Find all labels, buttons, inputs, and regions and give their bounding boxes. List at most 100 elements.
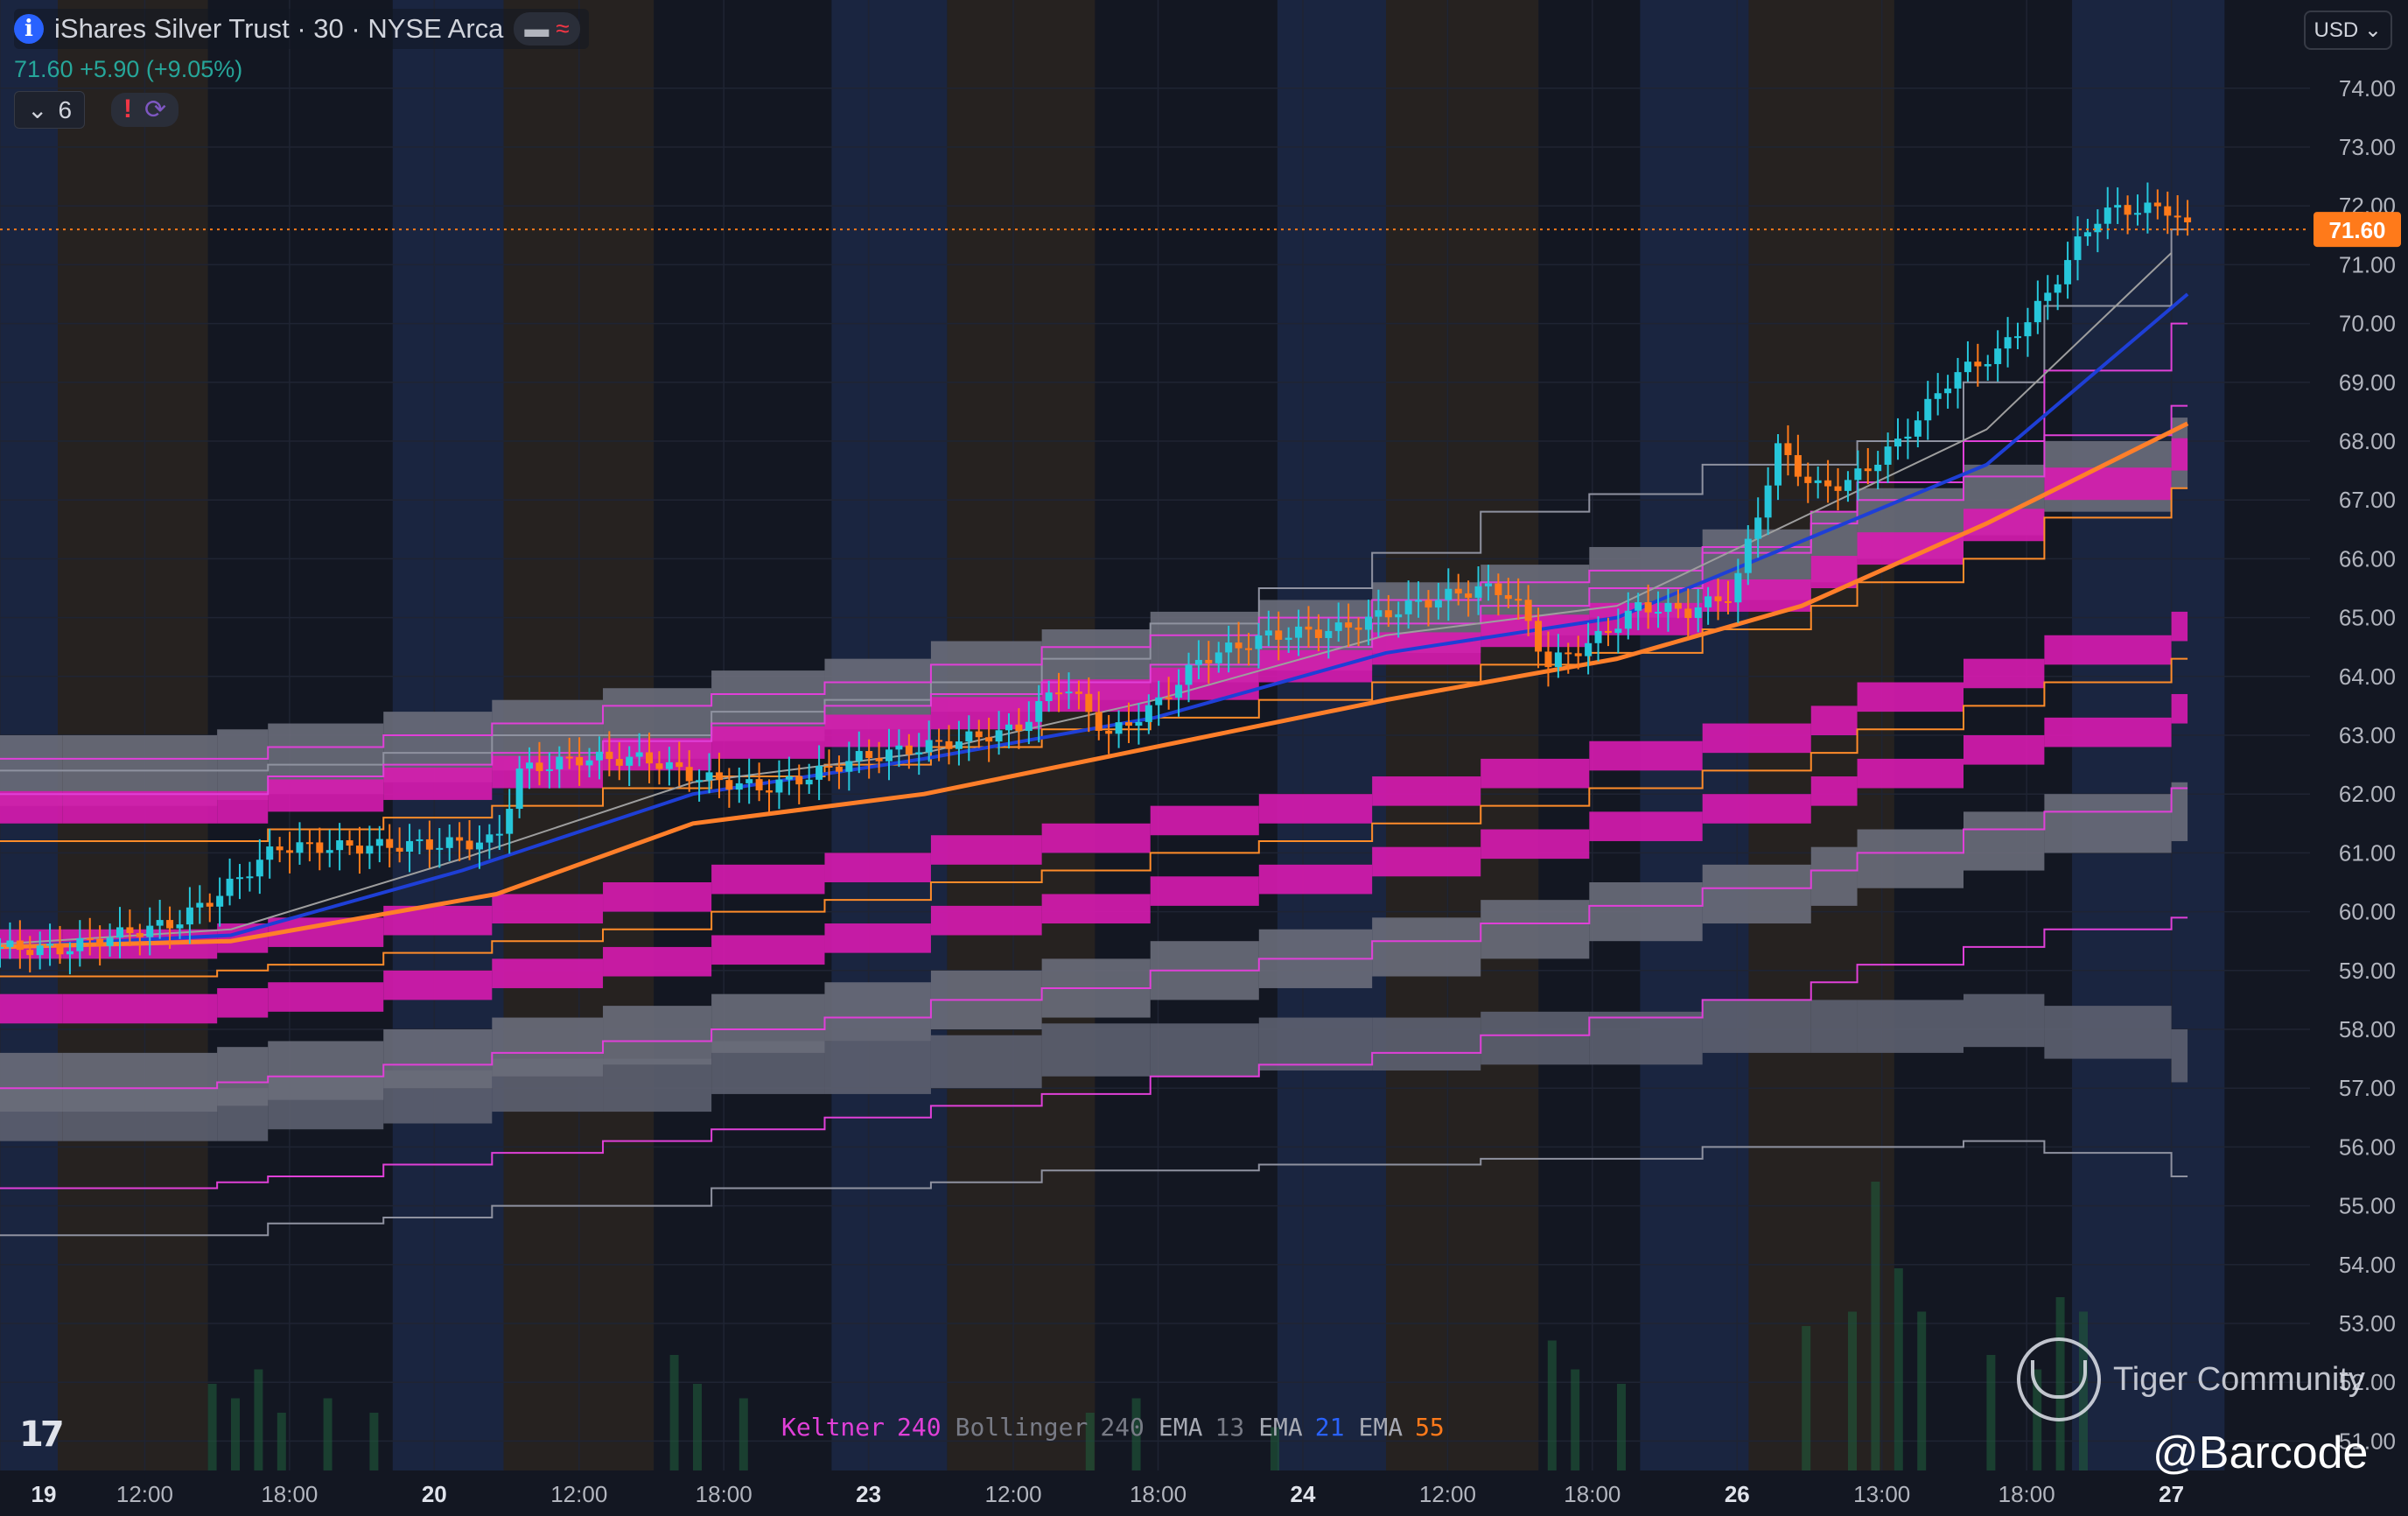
volume-bar <box>1085 1413 1095 1470</box>
legend-ema21-name: EMA <box>1258 1413 1303 1442</box>
candle <box>1794 434 1802 487</box>
candle <box>785 756 793 796</box>
candle-body <box>795 776 803 785</box>
candle <box>1005 712 1013 749</box>
candle <box>1614 608 1622 654</box>
candle <box>1055 672 1063 712</box>
keltner-band <box>2171 611 2188 642</box>
sync-icon[interactable]: ⟳ <box>144 95 167 124</box>
keltner-band <box>1702 794 1811 824</box>
candle-body <box>1964 361 1971 373</box>
candle <box>1754 497 1762 558</box>
alert-icon[interactable]: ! <box>123 95 133 123</box>
legend-ema21-value: 21 <box>1314 1413 1345 1442</box>
keltner-band <box>1810 776 1858 806</box>
volume-bar <box>276 1413 286 1470</box>
candle <box>1474 565 1482 615</box>
candle <box>76 920 84 967</box>
candle <box>56 925 64 965</box>
bollinger-band-fill <box>0 1052 63 1112</box>
candle-body <box>475 842 483 850</box>
indicator-toggle[interactable]: ⌄ 6 <box>14 91 86 129</box>
candle <box>436 828 444 868</box>
keltner-band <box>492 755 604 789</box>
wave-icon[interactable]: ≈ <box>556 15 570 42</box>
candle-body <box>86 937 94 940</box>
legend-ema13[interactable]: EMA 13 <box>1158 1413 1244 1442</box>
volume-bar <box>254 1369 263 1470</box>
candle-body <box>1724 600 1732 603</box>
candle-body <box>1005 724 1013 731</box>
candle-body <box>615 759 623 766</box>
candle-body <box>375 839 383 846</box>
candle <box>1354 617 1362 647</box>
alert-pill[interactable]: ! ⟳ <box>111 93 179 127</box>
candle-body <box>1095 712 1102 731</box>
info-icon[interactable]: i <box>14 14 44 44</box>
candle-body <box>715 772 723 781</box>
candle <box>1045 680 1053 712</box>
candle <box>46 923 54 966</box>
candle-body <box>46 944 54 946</box>
candle-body <box>1284 637 1292 640</box>
candle <box>1225 625 1233 673</box>
bollinger-band-fill <box>1372 917 1481 977</box>
candle-body <box>865 751 873 759</box>
candle <box>2083 219 2091 246</box>
minimize-icon[interactable]: ▬ <box>524 15 550 42</box>
indicator-legend: Keltner 240 Bollinger 240 EMA 13 EMA 21 … <box>781 1413 1445 1442</box>
candle <box>6 922 14 959</box>
candle-body <box>2174 215 2181 218</box>
candle-body <box>1175 684 1183 698</box>
candle <box>1375 589 1382 637</box>
volume-bar <box>1131 1398 1141 1470</box>
indicator-count: 6 <box>58 95 73 123</box>
candle <box>106 923 114 958</box>
candle-body <box>1864 468 1872 472</box>
candle-body <box>1264 630 1272 636</box>
legend-ema55-value: 55 <box>1415 1413 1445 1442</box>
candle-body <box>1594 630 1602 643</box>
candle-body <box>1884 446 1892 465</box>
candle-body <box>456 837 464 841</box>
x-tick-label: 24 <box>1290 1481 1315 1507</box>
candle-body <box>1085 693 1093 712</box>
legend-bollinger[interactable]: Bollinger 240 <box>956 1413 1144 1442</box>
header-controls[interactable]: ▬ ≈ <box>514 12 580 46</box>
candle-body <box>905 745 913 754</box>
candle-body <box>1395 614 1403 618</box>
candle <box>1894 418 1902 460</box>
candle-body <box>1035 700 1043 722</box>
candle <box>1585 622 1592 675</box>
candle-body <box>665 762 673 769</box>
candle <box>1384 594 1392 628</box>
legend-ema55[interactable]: EMA 55 <box>1358 1413 1444 1442</box>
candle <box>445 824 453 861</box>
candle-body <box>1194 659 1202 665</box>
candle <box>375 825 383 863</box>
candle-body <box>556 756 564 769</box>
ema-line-ema55 <box>0 421 2189 950</box>
candle-body <box>1655 611 1662 614</box>
legend-ema21[interactable]: EMA 21 <box>1258 1413 1344 1442</box>
tradingview-logo-icon[interactable]: 17 <box>19 1414 65 1455</box>
candle-body <box>766 790 774 793</box>
bollinger-band-fill <box>603 1006 712 1065</box>
y-tick-label: 71.00 <box>2339 251 2396 277</box>
candle-body <box>396 847 403 852</box>
symbol-title[interactable]: iShares Silver Trust · 30 · NYSE Arca <box>54 13 504 44</box>
candle <box>1674 589 1682 619</box>
candle-body <box>1244 648 1252 650</box>
x-tick-label: 13:00 <box>1853 1481 1910 1507</box>
candle <box>235 864 243 900</box>
candle <box>585 747 593 778</box>
candle <box>1115 710 1123 748</box>
candle <box>635 733 643 767</box>
keltner-band <box>1150 667 1259 700</box>
keltner-band <box>217 987 269 1018</box>
bollinger-band-fill <box>1480 1011 1590 1065</box>
currency-selector[interactable]: USD ⌄ <box>2303 11 2392 50</box>
keltner-lower-line <box>0 916 2188 1190</box>
legend-keltner[interactable]: Keltner 240 <box>781 1413 942 1442</box>
